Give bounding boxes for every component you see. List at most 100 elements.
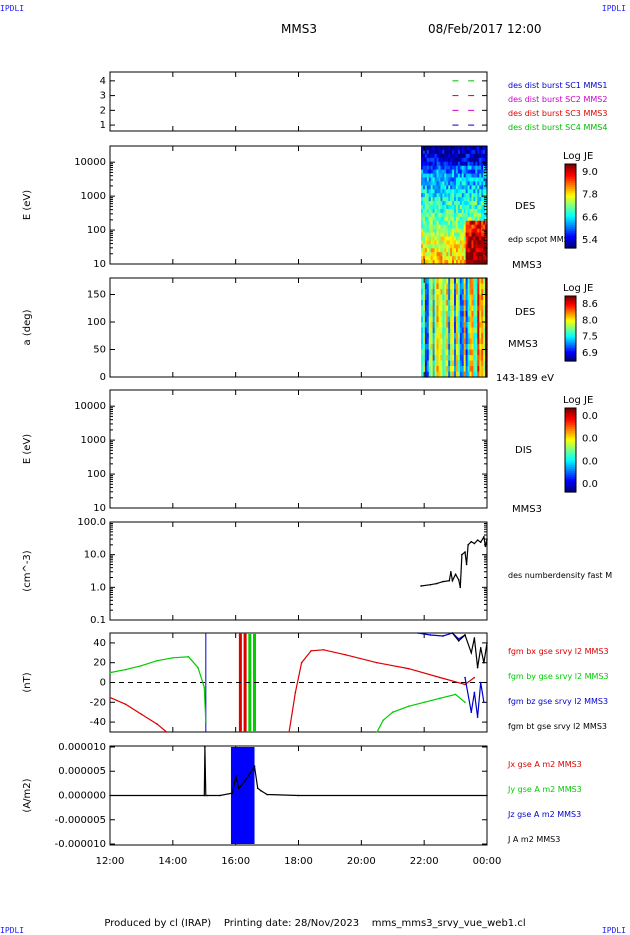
heatmap-cell <box>479 252 482 257</box>
heatmap-cell <box>438 355 442 362</box>
heatmap-cell <box>479 333 482 340</box>
heatmap-cell <box>422 153 426 159</box>
heatmap-cell <box>461 208 465 214</box>
heatmap-cell <box>452 256 455 261</box>
heatmap-cell <box>448 197 451 202</box>
heatmap-cell <box>463 366 467 373</box>
heatmap-cell <box>452 189 455 194</box>
heatmap-cell <box>471 305 475 312</box>
heatmap-cell <box>483 149 486 155</box>
heatmap-cell <box>440 201 443 206</box>
colorbar-swatch <box>565 302 576 305</box>
heatmap-cell <box>479 360 482 367</box>
heatmap-cell <box>479 371 482 378</box>
data-point <box>457 579 460 581</box>
heatmap-cell <box>432 322 436 329</box>
heatmap-cell <box>473 252 476 257</box>
colorbar-swatch <box>565 214 576 218</box>
heatmap-cell <box>473 185 476 190</box>
heatmap-cell <box>463 201 467 206</box>
heatmap-cell <box>424 349 428 356</box>
heatmap-cell <box>459 344 463 351</box>
heatmap-cell <box>467 244 471 249</box>
heatmap-cell <box>422 289 426 296</box>
heatmap-cell <box>448 208 451 214</box>
heatmap-cell <box>471 360 475 367</box>
heatmap-cell <box>450 173 453 179</box>
heatmap-cell <box>481 327 484 334</box>
heatmap-cell <box>452 205 455 210</box>
heatmap-cell <box>430 216 434 222</box>
side-bottom-label-des_energy: MMS3 <box>512 260 542 271</box>
ytick-label: 0.000000 <box>58 791 106 802</box>
heatmap-cell <box>442 173 445 179</box>
heatmap-cell <box>446 311 449 318</box>
heatmap-cell <box>459 327 463 334</box>
heatmap-cell <box>430 181 434 186</box>
series-line-by <box>109 656 207 723</box>
heatmap-cell <box>424 208 428 214</box>
heatmap-cell <box>481 157 484 163</box>
heatmap-cell <box>444 278 447 285</box>
ytick-label: 100.0 <box>77 517 106 528</box>
heatmap-cell <box>475 189 478 194</box>
heatmap-cell <box>457 260 461 265</box>
heatmap-cell <box>479 181 482 186</box>
heatmap-cell <box>422 157 426 163</box>
heatmap-cell <box>430 338 434 345</box>
heatmap-cell <box>432 327 436 334</box>
heatmap-cell <box>448 316 451 323</box>
heatmap-cell <box>452 216 455 222</box>
heatmap-cell <box>479 205 482 210</box>
colorbar-swatch <box>565 331 576 334</box>
heatmap-cell <box>446 322 449 329</box>
heatmap-cell <box>465 294 469 301</box>
heatmap-cell <box>454 248 457 253</box>
heatmap-cell <box>432 153 436 159</box>
heatmap-cell <box>448 322 451 329</box>
side-sublabel-des_energy: edp scpot MMS3 <box>508 235 574 244</box>
heatmap-cell <box>430 300 434 307</box>
heatmap-cell <box>469 201 473 206</box>
data-point <box>450 570 452 573</box>
heatmap-cell <box>459 322 463 329</box>
heatmap-cell <box>465 185 469 190</box>
heatmap-cell <box>485 305 488 312</box>
heatmap-cell <box>442 232 445 238</box>
heatmap-cell <box>463 157 467 163</box>
heatmap-cell <box>448 252 451 257</box>
heatmap-cell <box>430 197 434 202</box>
heatmap-cell <box>479 146 482 151</box>
heatmap-cell <box>438 252 442 257</box>
ytick-label: 40 <box>93 638 106 649</box>
heatmap-cell <box>455 338 459 345</box>
heatmap-cell <box>430 252 434 257</box>
heatmap-cell <box>471 248 475 253</box>
heatmap-cell <box>465 205 469 210</box>
heatmap-cell <box>467 161 471 167</box>
heatmap-cell <box>446 153 449 159</box>
heatmap-cell <box>461 157 465 163</box>
data-point <box>476 716 479 718</box>
colorbar-swatch <box>565 191 576 194</box>
heatmap-cell <box>461 248 465 253</box>
heatmap-cell <box>440 371 443 378</box>
heatmap-cell <box>479 169 482 175</box>
heatmap-cell <box>461 197 465 202</box>
heatmap-cell <box>455 173 459 179</box>
heatmap-cell <box>455 305 459 312</box>
heatmap-cell <box>430 205 434 210</box>
heatmap-cell <box>469 161 473 167</box>
heatmap-cell <box>434 146 438 151</box>
heatmap-cell <box>424 366 428 373</box>
heatmap-cell <box>475 305 478 312</box>
heatmap-cell <box>432 355 436 362</box>
heatmap-cell <box>440 165 443 171</box>
xtick-label: 16:00 <box>221 856 250 867</box>
corner-label-br: IPDLI <box>601 926 626 935</box>
heatmap-cell <box>442 228 445 234</box>
heatmap-cell <box>436 322 440 329</box>
heatmap-cell <box>426 161 430 167</box>
heatmap-cell <box>459 278 463 285</box>
heatmap-cell <box>469 240 473 245</box>
